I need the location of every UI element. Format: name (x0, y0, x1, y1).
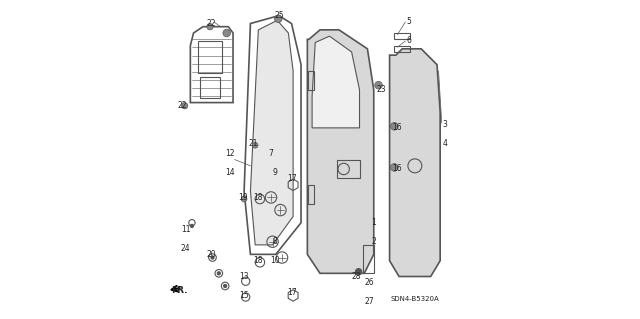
Text: 19: 19 (237, 193, 247, 202)
Text: 16: 16 (393, 165, 403, 174)
Text: 3: 3 (442, 120, 447, 129)
Polygon shape (250, 20, 293, 245)
Circle shape (207, 24, 213, 30)
Circle shape (182, 103, 188, 109)
Text: 1: 1 (371, 218, 376, 227)
Circle shape (275, 15, 282, 23)
Polygon shape (312, 36, 360, 128)
Text: 5: 5 (406, 18, 411, 26)
Circle shape (223, 285, 227, 287)
Circle shape (241, 196, 247, 202)
Text: 17: 17 (287, 174, 296, 183)
Text: 18: 18 (253, 193, 263, 202)
Circle shape (390, 164, 398, 171)
Text: 11: 11 (181, 225, 190, 234)
Text: 22: 22 (206, 19, 216, 28)
Text: 13: 13 (239, 272, 249, 281)
Circle shape (211, 256, 214, 259)
Text: 4: 4 (442, 139, 447, 148)
Text: 15: 15 (239, 291, 249, 300)
Circle shape (217, 272, 220, 275)
Circle shape (355, 269, 362, 275)
Polygon shape (307, 30, 374, 273)
Text: 24: 24 (180, 243, 191, 253)
Circle shape (223, 29, 230, 37)
Text: FR.: FR. (171, 286, 188, 295)
Circle shape (390, 122, 398, 130)
Text: 6: 6 (406, 36, 411, 45)
Text: 14: 14 (225, 168, 235, 177)
Text: 8: 8 (273, 237, 278, 246)
Text: 12: 12 (225, 149, 235, 158)
Text: 20: 20 (206, 250, 216, 259)
Text: 18: 18 (253, 256, 263, 265)
Text: 27: 27 (364, 297, 374, 306)
Text: 7: 7 (269, 149, 273, 158)
Polygon shape (390, 49, 440, 277)
Circle shape (190, 224, 193, 227)
Text: 17: 17 (287, 288, 296, 297)
Text: 16: 16 (393, 123, 403, 132)
Text: 10: 10 (270, 256, 280, 265)
Text: 23: 23 (377, 85, 387, 94)
Text: 26: 26 (364, 278, 374, 287)
Text: 2: 2 (371, 237, 376, 246)
Text: 25: 25 (274, 11, 284, 20)
Text: 22: 22 (178, 101, 187, 110)
Text: 21: 21 (249, 139, 259, 148)
Text: 28: 28 (351, 272, 361, 281)
Circle shape (252, 142, 258, 148)
Circle shape (374, 81, 382, 89)
Text: 9: 9 (273, 168, 278, 177)
Text: SDN4-B5320A: SDN4-B5320A (390, 296, 439, 302)
